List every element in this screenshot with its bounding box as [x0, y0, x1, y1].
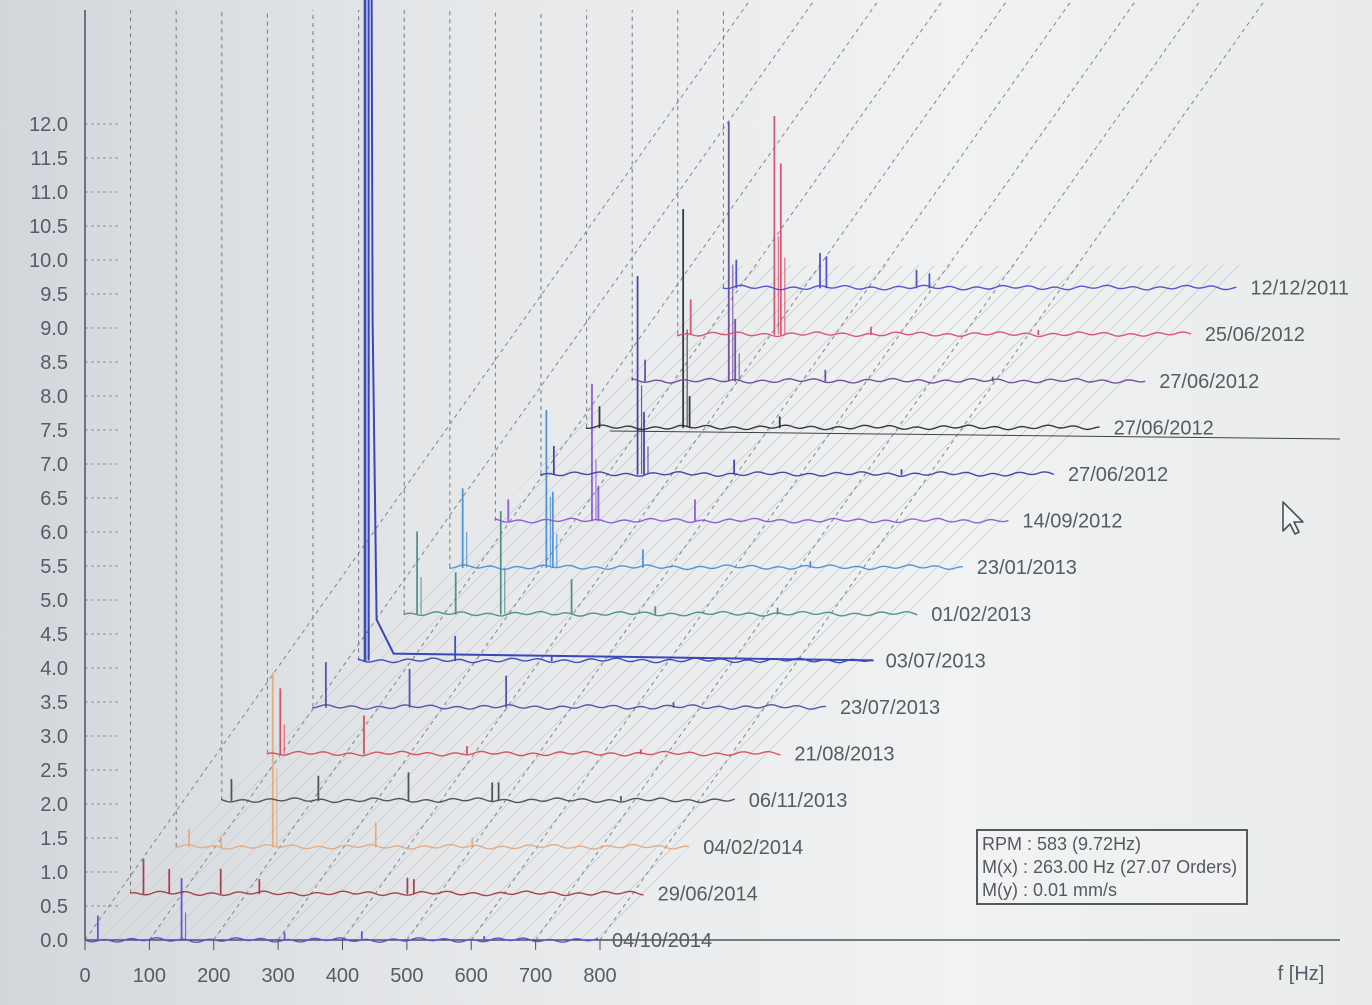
series-date-label: 27/06/2012	[1159, 371, 1259, 393]
rpm-readout: RPM : 583 (9.72Hz)	[982, 834, 1142, 854]
spectrum-series	[631, 121, 1146, 384]
y-tick-label: 9.0	[40, 318, 68, 340]
spectrum-series	[494, 383, 1009, 524]
series-date-label: 12/12/2011	[1250, 278, 1349, 300]
y-tick-label: 3.5	[40, 692, 68, 714]
y-tick-label: 4.0	[40, 658, 68, 680]
spectrum-series	[221, 772, 736, 804]
y-tick-label: 0.5	[40, 896, 68, 918]
y-tick-label: 7.5	[40, 420, 68, 442]
x-tick-label: 200	[197, 965, 230, 987]
x-tick-label: 500	[390, 965, 423, 987]
series-date-label: 23/07/2013	[840, 697, 940, 719]
spectrum-baseline	[221, 797, 736, 804]
spectrum-baseline	[631, 377, 1146, 384]
spectrum-baseline	[266, 750, 781, 757]
spectrum-baseline	[540, 470, 1055, 478]
y-tick-label: 6.0	[40, 522, 68, 544]
y-tick-label: 2.5	[40, 760, 68, 782]
spectrum-baseline	[84, 936, 599, 944]
marker-line	[609, 430, 1341, 440]
series-date-label: 25/06/2012	[1205, 324, 1305, 346]
spectrum-baseline	[677, 331, 1192, 338]
spectrum-series	[84, 877, 599, 944]
series-date-label: 21/08/2013	[794, 744, 894, 766]
y-tick-label: 12.0	[29, 114, 68, 136]
x-tick-label: 400	[326, 965, 359, 987]
series-date-label: 14/09/2012	[1022, 511, 1122, 533]
spectrum-series	[175, 672, 690, 850]
x-tick-label: 0	[79, 965, 90, 987]
x-tick-label: 700	[519, 965, 552, 987]
y-tick-label: 11.5	[31, 148, 68, 170]
series-date-label: 27/06/2012	[1068, 464, 1168, 486]
spectrum-series	[585, 208, 1100, 431]
y-tick-label: 5.5	[40, 556, 68, 578]
measurement-info-box: RPM : 583 (9.72Hz) M(x) : 263.00 Hz (27.…	[976, 829, 1248, 905]
series-date-label: 23/01/2013	[977, 557, 1077, 579]
series-date-label: 04/10/2014	[612, 930, 712, 952]
spectrum-baseline	[175, 843, 690, 850]
series-date-label: 04/02/2014	[703, 837, 803, 859]
spectrum-series	[129, 858, 644, 897]
mouse-cursor-icon	[1282, 501, 1304, 535]
spectrum-baseline	[585, 424, 1100, 431]
x-tick-label: 800	[583, 965, 616, 987]
y-tick-label: 1.0	[40, 862, 68, 884]
series-date-label: 06/11/2013	[749, 790, 848, 812]
spectrum-series	[357, 0, 874, 664]
series-date-label: 29/06/2014	[658, 883, 758, 905]
my-readout: M(y) : 0.01 mm/s	[982, 880, 1118, 900]
mx-readout: M(x) : 263.00 Hz (27.07 Orders)	[982, 857, 1238, 877]
spectrum-baseline	[449, 564, 963, 571]
spectrum-baseline	[722, 284, 1237, 291]
series-date-label: 01/02/2013	[931, 604, 1031, 626]
y-tick-label: 11.0	[31, 182, 68, 204]
spectrum-series	[722, 252, 1237, 291]
spectrum-series	[449, 409, 963, 571]
y-tick-label: 6.5	[40, 488, 68, 510]
spectrum-series	[403, 510, 918, 617]
y-tick-label: 10.5	[29, 216, 68, 238]
hatched-plane	[85, 265, 1245, 940]
dominant-peak-curve	[367, 0, 874, 662]
y-tick-label: 5.0	[40, 590, 68, 612]
spectrum-baseline	[494, 517, 1009, 524]
spectrum-series	[312, 661, 827, 710]
spectrum-baseline	[129, 890, 644, 897]
y-tick-label: 0.0	[40, 930, 68, 952]
x-tick-label: 300	[261, 965, 294, 987]
series-date-label: 27/06/2012	[1114, 417, 1214, 439]
spectrum-baseline	[403, 610, 918, 617]
y-tick-label: 4.5	[40, 624, 68, 646]
spectrum-series	[677, 115, 1192, 338]
y-tick-label: 9.5	[40, 284, 68, 306]
x-tick-label: 600	[455, 965, 488, 987]
y-tick-label: 8.5	[40, 352, 68, 374]
spectrum-baseline	[357, 657, 872, 664]
y-tick-label: 1.5	[40, 828, 68, 850]
y-tick-label: 7.0	[40, 454, 68, 476]
y-tick-label: 2.0	[40, 794, 68, 816]
spectrum-series	[266, 688, 781, 757]
y-tick-label: 3.0	[40, 726, 68, 748]
series-date-label: 03/07/2013	[886, 650, 986, 672]
y-tick-label: 8.0	[40, 386, 68, 408]
x-axis-title: f [Hz]	[1278, 963, 1325, 985]
y-tick-label: 10.0	[29, 250, 68, 272]
x-tick-label: 100	[133, 965, 166, 987]
spectrum-baseline	[312, 703, 827, 710]
